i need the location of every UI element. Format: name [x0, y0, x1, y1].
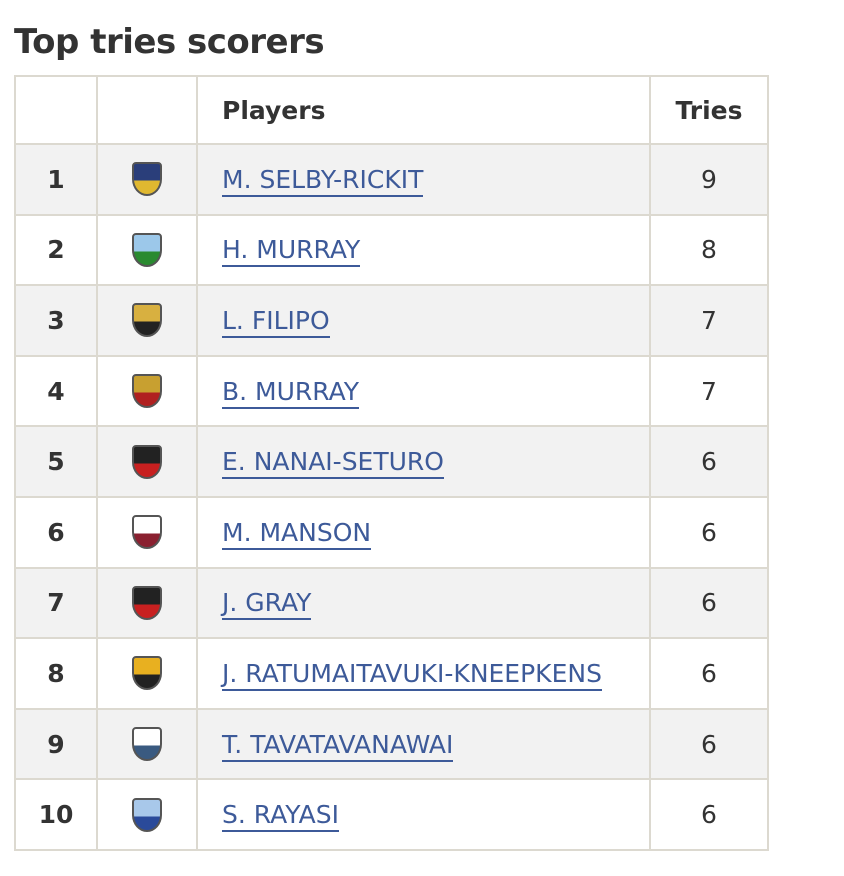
team-logo-lions-icon: [132, 303, 162, 338]
table-row: 5 E. NANAI-SETURO 6: [14, 425, 769, 498]
player-link[interactable]: T. TAVATAVANAWAI: [222, 729, 454, 762]
player-link[interactable]: J. RATUMAITAVUKI-KNEEPKENS: [222, 658, 602, 691]
player-link[interactable]: M. SELBY-RICKIT: [222, 164, 424, 197]
logo-cell: [96, 495, 198, 569]
table-row: 1 M. SELBY-RICKIT 9: [14, 143, 769, 216]
player-link[interactable]: H. MURRAY: [222, 235, 361, 268]
team-logo-tree-shield-icon: [132, 232, 162, 267]
player-cell: H. MURRAY: [196, 213, 651, 287]
logo-cell: [96, 354, 198, 428]
rank-cell: 6: [14, 495, 98, 569]
logo-cell: [96, 707, 198, 781]
player-cell: M. MANSON: [196, 495, 651, 569]
team-logo-red-gold-crest-icon: [132, 374, 162, 409]
tries-cell: 6: [649, 425, 769, 498]
logo-cell: [96, 143, 198, 216]
table-row: 2 H. MURRAY 8: [14, 213, 769, 287]
table-row: 6 M. MANSON 6: [14, 495, 769, 569]
tries-cell: 6: [649, 495, 769, 569]
player-cell: B. MURRAY: [196, 354, 651, 428]
tries-cell: 9: [649, 143, 769, 216]
rank-cell: 5: [14, 425, 98, 498]
player-cell: T. TAVATAVANAWAI: [196, 707, 651, 781]
logo-cell: [96, 213, 198, 287]
team-logo-red-black-shield-icon: [132, 444, 162, 479]
logo-cell: [96, 284, 198, 357]
header-rank: [14, 75, 98, 145]
tries-cell: 6: [649, 707, 769, 781]
rank-cell: 3: [14, 284, 98, 357]
team-logo-stags-icon: [132, 515, 162, 550]
rank-cell: 1: [14, 143, 98, 216]
player-cell: S. RAYASI: [196, 778, 651, 851]
rank-cell: 9: [14, 707, 98, 781]
player-link[interactable]: S. RAYASI: [222, 800, 339, 833]
player-cell: J. RATUMAITAVUKI-KNEEPKENS: [196, 637, 651, 710]
rank-cell: 10: [14, 778, 98, 851]
player-cell: J. GRAY: [196, 566, 651, 640]
table-row: 9 T. TAVATAVANAWAI 6: [14, 707, 769, 781]
tries-cell: 6: [649, 637, 769, 710]
team-logo-red-black-shield-icon: [132, 585, 162, 620]
rank-cell: 7: [14, 566, 98, 640]
logo-cell: [96, 425, 198, 498]
logo-cell: [96, 778, 198, 851]
team-logo-blue-crest-icon: [132, 797, 162, 832]
tries-cell: 6: [649, 778, 769, 851]
player-link[interactable]: M. MANSON: [222, 517, 372, 550]
header-players: Players: [196, 75, 651, 145]
table-row: 4 B. MURRAY 7: [14, 354, 769, 428]
page-title: Top tries scorers: [14, 22, 325, 62]
tries-cell: 7: [649, 284, 769, 357]
player-link[interactable]: B. MURRAY: [222, 376, 360, 409]
team-logo-bulls-icon: [132, 656, 162, 691]
player-cell: M. SELBY-RICKIT: [196, 143, 651, 216]
top-tries-table: Players Tries 1 M. SELBY-RICKIT 9 2 H. MURRA…: [14, 75, 769, 851]
player-cell: L. FILIPO: [196, 284, 651, 357]
header-logo: [96, 75, 198, 145]
team-logo-shark-icon: [132, 727, 162, 762]
header-tries: Tries: [649, 75, 769, 145]
logo-cell: [96, 637, 198, 710]
tries-cell: 6: [649, 566, 769, 640]
player-link[interactable]: J. GRAY: [222, 588, 312, 621]
table-row: 10 S. RAYASI 6: [14, 778, 769, 851]
table-header: Players Tries: [14, 75, 769, 145]
team-logo-steamers-icon: [132, 162, 162, 197]
player-link[interactable]: L. FILIPO: [222, 305, 330, 338]
player-link[interactable]: E. NANAI-SETURO: [222, 447, 444, 480]
tries-cell: 7: [649, 354, 769, 428]
rank-cell: 2: [14, 213, 98, 287]
logo-cell: [96, 566, 198, 640]
rank-cell: 4: [14, 354, 98, 428]
table-row: 3 L. FILIPO 7: [14, 284, 769, 357]
table-row: 7 J. GRAY 6: [14, 566, 769, 640]
player-cell: E. NANAI-SETURO: [196, 425, 651, 498]
table-row: 8 J. RATUMAITAVUKI-KNEEPKENS 6: [14, 637, 769, 710]
rank-cell: 8: [14, 637, 98, 710]
tries-cell: 8: [649, 213, 769, 287]
